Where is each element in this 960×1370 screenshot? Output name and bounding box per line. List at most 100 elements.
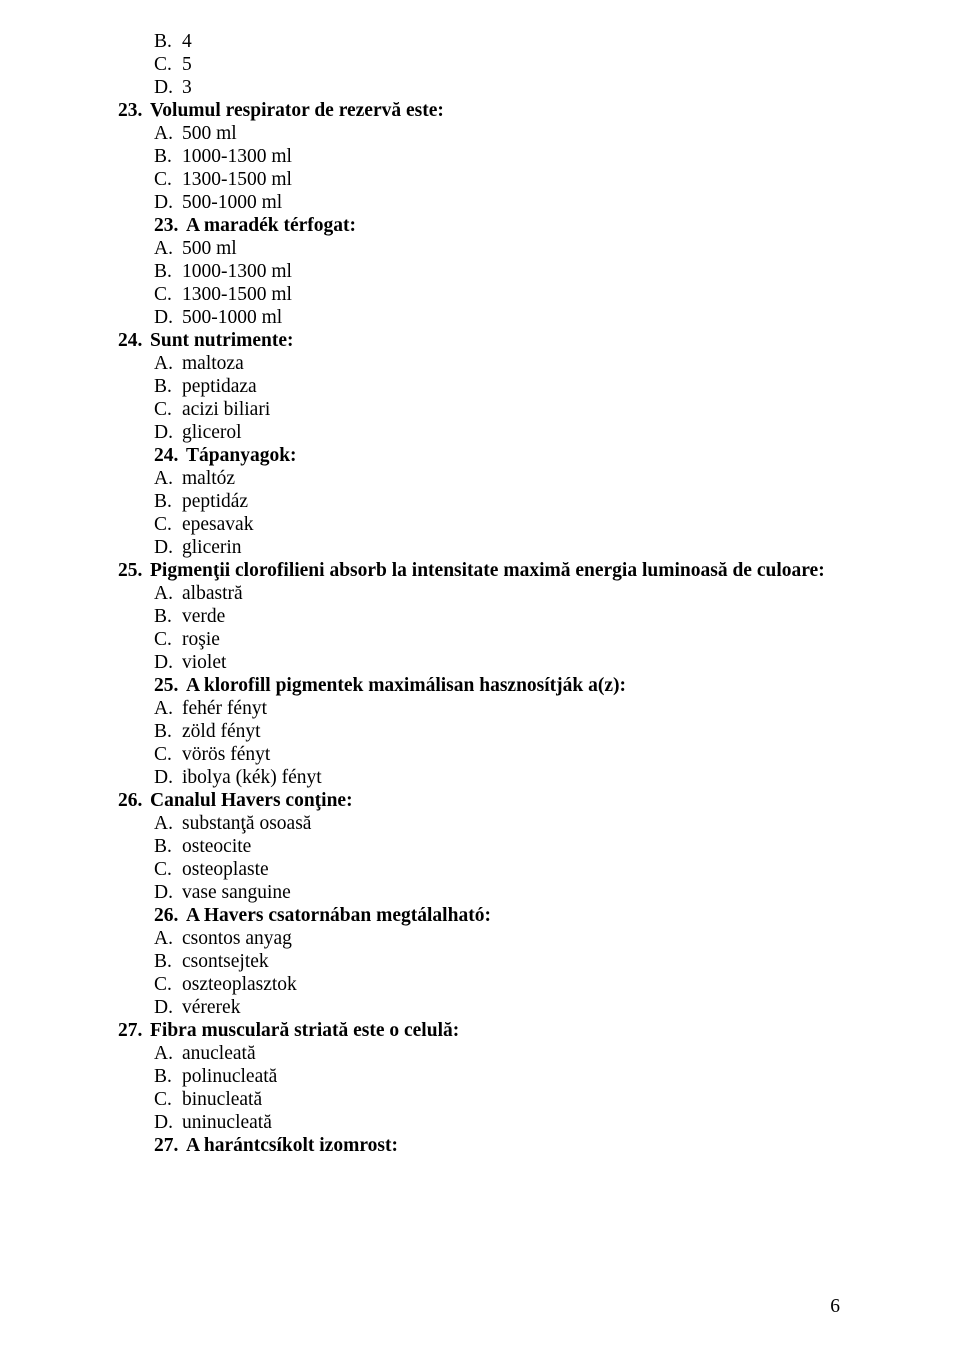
content: B.4C.5D.323.Volumul respirator de rezerv… bbox=[0, 30, 960, 1157]
option-text: maltóz bbox=[182, 467, 235, 490]
question-number: 24. bbox=[154, 444, 186, 467]
option: B.csontsejtek bbox=[118, 950, 880, 973]
question-number: 26. bbox=[154, 904, 186, 927]
option-text: binucleată bbox=[182, 1088, 262, 1111]
option: D.uninucleată bbox=[118, 1111, 880, 1134]
option: D.ibolya (kék) fényt bbox=[118, 766, 880, 789]
option: A.anucleată bbox=[118, 1042, 880, 1065]
option-text: 1300-1500 ml bbox=[182, 283, 292, 306]
option-letter: A. bbox=[154, 697, 182, 720]
option: C.vörös fényt bbox=[118, 743, 880, 766]
option-text: epesavak bbox=[182, 513, 253, 536]
option: B.zöld fényt bbox=[118, 720, 880, 743]
option-letter: B. bbox=[154, 950, 182, 973]
option: C.acizi biliari bbox=[118, 398, 880, 421]
question-text: Sunt nutrimente: bbox=[150, 329, 880, 352]
option-letter: B. bbox=[154, 490, 182, 513]
option-letter: D. bbox=[154, 651, 182, 674]
option-text: oszteoplasztok bbox=[182, 973, 297, 996]
question-heading-translated: 27.A harántcsíkolt izomrost: bbox=[154, 1134, 880, 1157]
option: A.maltoza bbox=[118, 352, 880, 375]
option-letter: C. bbox=[154, 1088, 182, 1111]
option-letter: C. bbox=[154, 858, 182, 881]
option-letter: B. bbox=[154, 30, 182, 53]
question-heading: 23.Volumul respirator de rezervă este: bbox=[118, 99, 880, 122]
option: A.csontos anyag bbox=[118, 927, 880, 950]
option: D.500-1000 ml bbox=[118, 191, 880, 214]
option-letter: C. bbox=[154, 628, 182, 651]
option-letter: A. bbox=[154, 352, 182, 375]
option-text: uninucleată bbox=[182, 1111, 272, 1134]
option: B.osteocite bbox=[118, 835, 880, 858]
option-text: osteoplaste bbox=[182, 858, 269, 881]
question-text: A harántcsíkolt izomrost: bbox=[186, 1134, 880, 1157]
option: B.4 bbox=[118, 30, 880, 53]
option-letter: C. bbox=[154, 398, 182, 421]
option-text: substanţă osoasă bbox=[182, 812, 311, 835]
option-text: albastră bbox=[182, 582, 243, 605]
option-text: glicerol bbox=[182, 421, 242, 444]
option-letter: C. bbox=[154, 973, 182, 996]
option-text: fehér fényt bbox=[182, 697, 267, 720]
question-text: A Havers csatornában megtálalható: bbox=[186, 904, 880, 927]
option-letter: A. bbox=[154, 582, 182, 605]
option-text: glicerin bbox=[182, 536, 242, 559]
option-text: 3 bbox=[182, 76, 192, 99]
option-letter: D. bbox=[154, 1111, 182, 1134]
option: B.polinucleată bbox=[118, 1065, 880, 1088]
option-text: 500 ml bbox=[182, 122, 237, 145]
option-letter: A. bbox=[154, 467, 182, 490]
option-letter: D. bbox=[154, 766, 182, 789]
option: B.1000-1300 ml bbox=[118, 145, 880, 168]
option: D.violet bbox=[118, 651, 880, 674]
option-text: ibolya (kék) fényt bbox=[182, 766, 322, 789]
option-text: 4 bbox=[182, 30, 192, 53]
option-letter: B. bbox=[154, 1065, 182, 1088]
option-letter: D. bbox=[154, 76, 182, 99]
option: B.peptidáz bbox=[118, 490, 880, 513]
option-text: 500-1000 ml bbox=[182, 191, 282, 214]
option-text: violet bbox=[182, 651, 226, 674]
option-letter: B. bbox=[154, 835, 182, 858]
option-letter: B. bbox=[154, 720, 182, 743]
option-text: 500 ml bbox=[182, 237, 237, 260]
option: C.5 bbox=[118, 53, 880, 76]
option: C.osteoplaste bbox=[118, 858, 880, 881]
question-text: A klorofill pigmentek maximálisan haszno… bbox=[186, 674, 880, 697]
question-heading: 27.Fibra musculară striată este o celulă… bbox=[118, 1019, 880, 1042]
option: B.verde bbox=[118, 605, 880, 628]
option-text: zöld fényt bbox=[182, 720, 261, 743]
option: C.1300-1500 ml bbox=[118, 283, 880, 306]
option-letter: A. bbox=[154, 122, 182, 145]
option: D.glicerin bbox=[118, 536, 880, 559]
option: C.binucleată bbox=[118, 1088, 880, 1111]
option-letter: B. bbox=[154, 375, 182, 398]
option-letter: A. bbox=[154, 237, 182, 260]
option-letter: B. bbox=[154, 145, 182, 168]
option: C.1300-1500 ml bbox=[118, 168, 880, 191]
option-text: 500-1000 ml bbox=[182, 306, 282, 329]
option: A.500 ml bbox=[118, 237, 880, 260]
option-text: csontos anyag bbox=[182, 927, 292, 950]
option-text: 1000-1300 ml bbox=[182, 145, 292, 168]
option-text: polinucleată bbox=[182, 1065, 277, 1088]
option: A.maltóz bbox=[118, 467, 880, 490]
question-text: Fibra musculară striată este o celulă: bbox=[150, 1019, 880, 1042]
option-letter: D. bbox=[154, 536, 182, 559]
option: D.500-1000 ml bbox=[118, 306, 880, 329]
option-letter: C. bbox=[154, 513, 182, 536]
option: D.vérerek bbox=[118, 996, 880, 1019]
option-text: anucleată bbox=[182, 1042, 256, 1065]
question-number: 25. bbox=[154, 674, 186, 697]
option: D.vase sanguine bbox=[118, 881, 880, 904]
question-number: 23. bbox=[118, 99, 150, 122]
option-text: vase sanguine bbox=[182, 881, 291, 904]
option: B.peptidaza bbox=[118, 375, 880, 398]
question-text: Pigmenţii clorofilieni absorb la intensi… bbox=[150, 559, 880, 582]
option-text: 1000-1300 ml bbox=[182, 260, 292, 283]
option-text: vérerek bbox=[182, 996, 240, 1019]
question-heading-translated: 24.Tápanyagok: bbox=[154, 444, 880, 467]
option: A.fehér fényt bbox=[118, 697, 880, 720]
option-letter: A. bbox=[154, 927, 182, 950]
question-heading: 26.Canalul Havers conţine: bbox=[118, 789, 880, 812]
